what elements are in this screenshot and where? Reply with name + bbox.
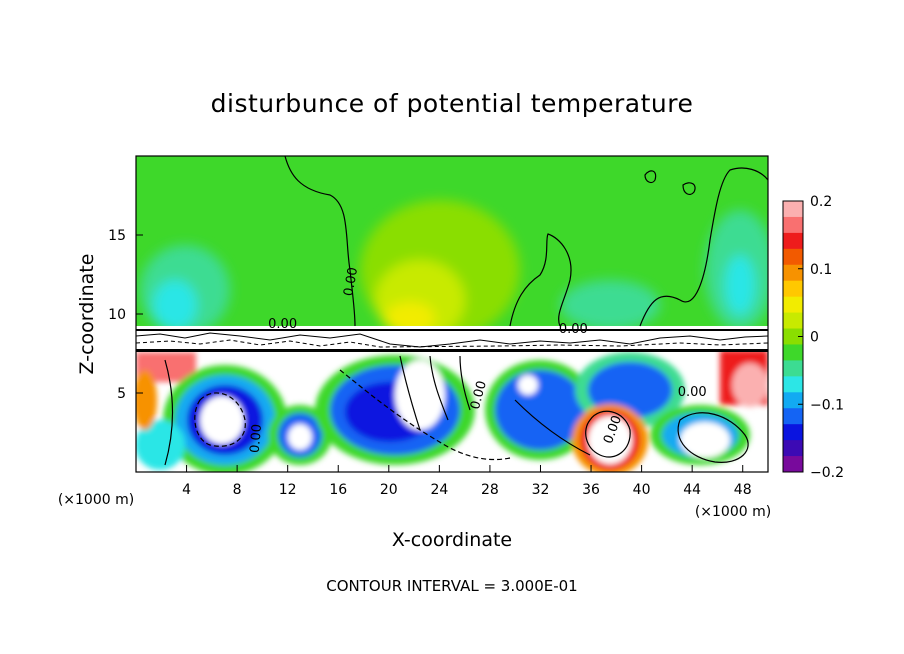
field-upper-texture xyxy=(140,200,768,340)
swirl-core-4 xyxy=(518,375,538,395)
contour-upper-4 xyxy=(644,170,657,184)
x-axis-unit: (×1000 m) xyxy=(695,504,771,520)
colorbar-swatch-2 xyxy=(783,232,803,250)
swirl-core-7 xyxy=(680,422,730,458)
x-tick-label-2: 12 xyxy=(279,482,297,498)
contour-label-1: 0.00 xyxy=(268,317,297,332)
colorbar-swatch-10 xyxy=(783,360,803,377)
contour-lower-6 xyxy=(677,412,749,463)
colorbar-swatch-13 xyxy=(783,408,803,425)
colorbar-tick-label-4: −0.2 xyxy=(810,465,844,481)
colorbar-swatch-16 xyxy=(783,456,803,473)
x-axis: 4 8 12 16 20 24 28 32 36 40 44 48 X-coordinate (×10… xyxy=(182,465,771,551)
y-axis-label: Z-coordinate xyxy=(76,254,98,375)
swirl-blue-4 xyxy=(495,370,585,450)
contour-lower-7 xyxy=(399,355,471,431)
contour-label-6: 0.00 xyxy=(248,423,265,453)
x-tick-label-3: 16 xyxy=(329,482,347,498)
contour-upper-2 xyxy=(509,233,572,327)
tropopause-wiggle xyxy=(136,332,768,348)
contour-label-2: 0.00 xyxy=(559,322,588,337)
tropopause-line-bottom xyxy=(136,349,768,352)
colorbar-swatch-5 xyxy=(783,280,803,298)
colorbar-swatch-3 xyxy=(783,248,803,266)
x-tick-label-11: 48 xyxy=(734,482,752,498)
colorbar-swatch-11 xyxy=(783,376,803,393)
colorbar-tick-label-2: 0 xyxy=(810,330,819,346)
contour-interval-note: CONTOUR INTERVAL = 3.000E-01 xyxy=(326,577,577,595)
x-tick-label-9: 40 xyxy=(633,482,651,498)
x-tick-label-1: 8 xyxy=(233,482,242,498)
lower-pink-right xyxy=(732,363,768,407)
colorbar-swatches xyxy=(783,201,803,473)
colorbar-swatch-4 xyxy=(783,264,803,282)
y-axis: 5 10 15 Z-coordinate (×1000 m) xyxy=(58,228,143,508)
swirl-core-1 xyxy=(200,396,244,444)
colorbar-ticks: 0.2 0.1 0 −0.1 −0.2 xyxy=(798,194,844,481)
y-tick-label-1: 10 xyxy=(108,307,126,323)
y-tick-label-0: 5 xyxy=(117,386,126,402)
x-tick-label-5: 24 xyxy=(430,482,448,498)
colorbar-tick-label-0: 0.2 xyxy=(810,194,832,210)
colorbar-swatch-15 xyxy=(783,440,803,457)
colorbar-swatch-14 xyxy=(783,424,803,441)
y-ticks: 5 10 15 xyxy=(108,228,143,402)
contour-label-4: 0.00 xyxy=(678,385,707,400)
y-axis-unit: (×1000 m) xyxy=(58,492,134,508)
contour-lines xyxy=(164,156,768,466)
x-ticks: 4 8 12 16 20 24 28 32 36 40 44 48 xyxy=(182,465,752,498)
colorbar-swatch-9 xyxy=(783,344,803,361)
upper-cyan-right xyxy=(725,255,755,315)
colorbar-swatch-6 xyxy=(783,296,803,314)
tropopause-dash xyxy=(136,339,768,348)
colorbar-swatch-7 xyxy=(783,312,803,330)
x-tick-label-0: 4 xyxy=(182,482,191,498)
contour-upper-3 xyxy=(639,167,768,327)
x-tick-label-6: 28 xyxy=(481,482,499,498)
contour-lower-5 xyxy=(514,399,591,456)
y-tick-label-2: 15 xyxy=(108,228,126,244)
contour-upper-1 xyxy=(284,156,356,327)
plot-area: 0.000.00 0.000.00 0.000.000.00 xyxy=(136,156,768,472)
colorbar-tick-label-1: 0.1 xyxy=(810,262,832,278)
x-axis-label: X-coordinate xyxy=(392,529,512,551)
chart-title: disturbunce of potential temperature xyxy=(211,89,694,118)
x-tick-label-10: 44 xyxy=(683,482,701,498)
tropopause-line-top xyxy=(136,329,768,331)
swirl-blue-5 xyxy=(588,362,672,418)
upper-cyan-left xyxy=(153,280,197,330)
swirl-core-3 xyxy=(395,360,445,430)
contour-lower-2 xyxy=(164,359,174,466)
lower-orange-left-edge xyxy=(136,370,157,430)
x-tick-label-7: 32 xyxy=(532,482,550,498)
x-tick-label-4: 20 xyxy=(380,482,398,498)
contour-lower-4 xyxy=(585,410,631,458)
swirl-core-6 xyxy=(588,416,632,464)
colorbar-swatch-12 xyxy=(783,392,803,409)
colorbar-swatch-0 xyxy=(783,201,803,218)
contour-label-0: 0.00 xyxy=(341,266,361,297)
x-tick-label-8: 36 xyxy=(582,482,600,498)
swirl-core-2 xyxy=(288,424,312,450)
colorbar: 0.2 0.1 0 −0.1 −0.2 xyxy=(782,194,844,481)
colorbar-tick-label-3: −0.1 xyxy=(810,397,844,413)
upper-teal-mid xyxy=(560,280,660,330)
lower-cyan-left-edge xyxy=(136,420,185,470)
colorbar-swatch-1 xyxy=(783,216,803,234)
contour-lower-1 xyxy=(194,392,246,447)
contour-upper-5 xyxy=(682,182,696,195)
contour-lower-3 xyxy=(339,369,511,461)
colorbar-swatch-8 xyxy=(783,328,803,345)
contour-label-3: 0.00 xyxy=(468,379,490,411)
